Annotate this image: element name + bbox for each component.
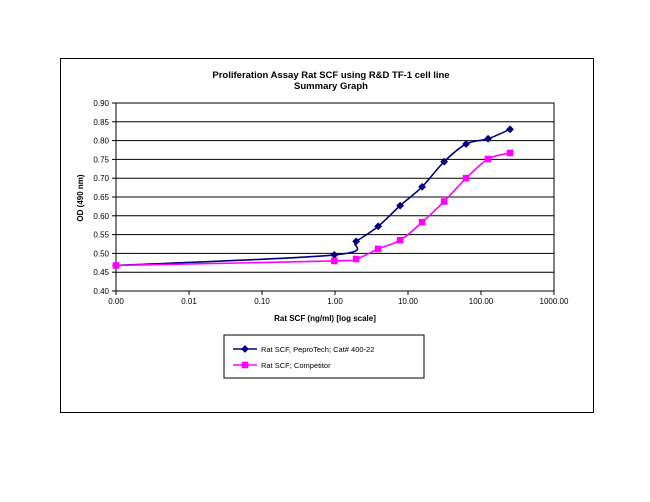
x-tick-label: 0.00 xyxy=(108,297,124,306)
data-point xyxy=(374,245,382,253)
y-tick-label: 0.85 xyxy=(93,118,109,127)
data-point xyxy=(112,262,120,269)
x-tick-label: 10.00 xyxy=(398,297,419,306)
legend-label: Rat SCF, PeproTech; Cat# 400-22 xyxy=(261,345,374,354)
legend-marker xyxy=(241,345,249,353)
data-point xyxy=(352,255,360,263)
x-axis-label: Rat SCF (ng/ml) [log scale] xyxy=(274,314,376,323)
y-tick-label: 0.90 xyxy=(93,99,109,108)
x-tick-label: 0.01 xyxy=(181,297,197,306)
legend-box xyxy=(223,334,425,379)
legend: Rat SCF, PeproTech; Cat# 400-22 Rat SCF; … xyxy=(223,334,425,379)
grid-layer xyxy=(116,121,554,273)
y-tick-label: 0.55 xyxy=(93,231,109,240)
data-point xyxy=(462,140,471,148)
data-point xyxy=(396,236,404,244)
data-point xyxy=(352,237,361,246)
data-point xyxy=(374,222,383,231)
series-layer xyxy=(112,125,514,270)
chart-frame: Proliferation Assay Rat SCF using R&D TF… xyxy=(60,58,594,413)
legend-marker xyxy=(241,361,249,369)
y-tick-label: 0.45 xyxy=(93,268,109,277)
chart-subtitle: Summary Graph xyxy=(294,81,368,92)
data-point xyxy=(396,201,405,210)
series-line xyxy=(115,152,511,267)
x-tick-labels: 0.00 0.01 0.10 1.00 10.00 100.00 1000.00 xyxy=(108,291,569,306)
data-point xyxy=(331,257,338,265)
y-axis-label: OD (490 nm) xyxy=(76,174,85,221)
y-tick-label: 0.80 xyxy=(93,137,109,146)
chart-title: Proliferation Assay Rat SCF using R&D TF… xyxy=(212,70,449,81)
data-point xyxy=(418,182,427,191)
x-tick-label: 0.10 xyxy=(254,297,270,306)
data-point xyxy=(440,157,449,166)
y-tick-label: 0.70 xyxy=(93,174,109,183)
legend-entries: Rat SCF, PeproTech; Cat# 400-22 Rat SCF; … xyxy=(233,345,374,370)
y-tick-label: 0.65 xyxy=(93,193,109,202)
data-point xyxy=(484,155,492,163)
y-tick-label: 0.50 xyxy=(93,249,109,258)
legend-label: Rat SCF; Competitor xyxy=(261,361,331,370)
chart-svg: Proliferation Assay Rat SCF using R&D TF… xyxy=(76,70,569,379)
data-point xyxy=(440,198,448,205)
x-tick-label: 1000.00 xyxy=(540,297,569,306)
data-point xyxy=(506,149,514,157)
y-tick-label: 0.75 xyxy=(93,155,109,164)
series-2 xyxy=(112,149,514,269)
data-point xyxy=(330,250,339,259)
data-point xyxy=(506,125,514,134)
data-point xyxy=(462,174,470,182)
legend-entry: Rat SCF; Competitor xyxy=(233,361,331,370)
data-point xyxy=(418,218,426,226)
data-point xyxy=(484,134,492,143)
y-tick-label: 0.60 xyxy=(93,212,109,221)
x-tick-label: 100.00 xyxy=(469,297,494,306)
legend-entry: Rat SCF, PeproTech; Cat# 400-22 xyxy=(233,345,374,354)
y-tick-label: 0.40 xyxy=(93,287,109,296)
y-tick-labels: 0.40 0.45 0.50 0.55 0.60 0.65 0.70 0.75 0.80 0.85… xyxy=(93,99,116,296)
x-tick-label: 1.00 xyxy=(327,297,343,306)
